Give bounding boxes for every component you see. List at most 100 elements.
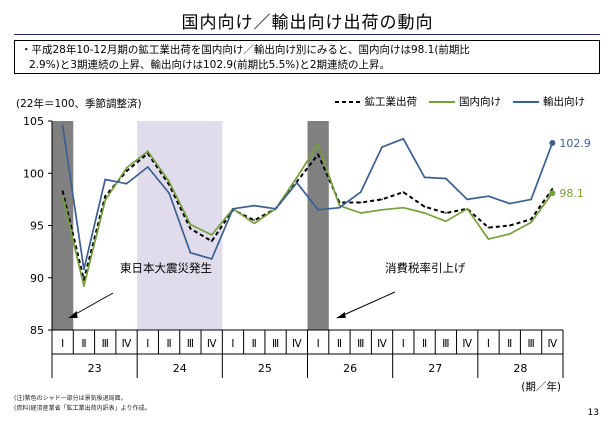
end-marker-0 <box>549 139 556 146</box>
series-1-point-17 <box>423 212 426 214</box>
y-tick-label-95: 95 <box>30 220 44 233</box>
quarter-label-19: Ⅳ <box>462 338 472 350</box>
footnote-source: (資料)経済産業省「鉱工業出荷内訳表」より作成。 <box>14 405 151 412</box>
y-tick-label-105: 105 <box>23 115 44 128</box>
end-label-1: 98.1 <box>559 187 584 200</box>
end-label-0: 102.9 <box>559 137 591 150</box>
quarter-label-13: Ⅱ <box>337 338 342 350</box>
quarter-label-11: Ⅳ <box>292 338 302 350</box>
series-2-point-6 <box>189 251 192 254</box>
chart-legend: 鉱工業出荷 国内向け 輸出向け <box>334 94 585 109</box>
title-underline <box>14 34 600 35</box>
series-2-point-5 <box>168 192 171 195</box>
quarter-label-20: Ⅰ <box>487 338 490 350</box>
series-0-point-20 <box>487 226 490 229</box>
quarter-label-6: Ⅲ <box>187 338 194 350</box>
y-tick-label-90: 90 <box>30 272 44 285</box>
series-2-point-19 <box>466 198 469 201</box>
y-tick-label-100: 100 <box>23 167 44 180</box>
year-label-24: 24 <box>173 362 187 375</box>
page-number: 13 <box>587 408 599 418</box>
series-0-point-18 <box>444 212 447 214</box>
series-0-point-22 <box>530 218 532 221</box>
series-1-point-15 <box>381 208 383 211</box>
quarter-label-7: Ⅳ <box>207 338 217 350</box>
year-label-27: 27 <box>428 362 442 375</box>
series-2-point-9 <box>253 204 256 207</box>
series-1-point-3 <box>125 167 128 169</box>
series-0-point-15 <box>381 198 383 201</box>
legend-item-export: 輸出向け <box>513 94 585 109</box>
y-tick-label-85: 85 <box>30 324 44 337</box>
series-2-point-8 <box>232 207 234 210</box>
series-2-point-14 <box>359 191 362 193</box>
quarter-label-23: Ⅳ <box>548 338 558 350</box>
series-line-1 <box>61 143 554 287</box>
series-1-point-5 <box>168 180 171 183</box>
series-2-point-16 <box>402 137 405 140</box>
series-2-point-4 <box>146 166 149 168</box>
series-1-point-21 <box>508 232 511 235</box>
legend-label-mining: 鉱工業出荷 <box>364 96 418 108</box>
series-2-point-17 <box>423 176 426 179</box>
series-1-point-18 <box>444 220 447 223</box>
series-2-point-3 <box>125 182 128 185</box>
series-1-point-7 <box>210 234 213 236</box>
year-label-25: 25 <box>258 362 272 375</box>
series-2-point-18 <box>444 177 447 180</box>
annotation-tax-arrow <box>336 291 396 319</box>
series-1-point-0 <box>61 195 64 198</box>
series-1-point-12 <box>317 143 320 145</box>
end-marker-1 <box>549 190 556 197</box>
series-0-point-21 <box>508 224 511 227</box>
series-1-point-16 <box>402 206 405 209</box>
quarter-label-4: Ⅰ <box>146 338 149 350</box>
year-label-26: 26 <box>343 362 357 375</box>
series-1-point-22 <box>530 221 532 224</box>
series-2-point-0 <box>61 124 64 127</box>
series-2-point-1 <box>83 268 85 271</box>
annotation-tax: 消費税率引上げ <box>385 261 466 275</box>
quarter-label-22: Ⅲ <box>527 338 534 350</box>
series-2-point-10 <box>274 207 277 210</box>
quarter-label-2: Ⅲ <box>102 338 109 350</box>
series-0-point-1 <box>83 278 85 281</box>
quarter-label-1: Ⅱ <box>81 338 86 350</box>
footnote-shadow: (注)紫色のシャドー部分は景気後退局面。 <box>14 395 127 402</box>
series-0-point-7 <box>210 240 213 243</box>
series-1-point-13 <box>338 204 341 207</box>
annotation-tax-arrowhead <box>336 312 346 318</box>
quarter-label-14: Ⅲ <box>357 338 364 350</box>
shaded-period-1 <box>137 121 223 330</box>
series-1-point-4 <box>146 150 149 153</box>
quarter-label-5: Ⅱ <box>167 338 172 350</box>
series-1-point-19 <box>466 207 469 210</box>
series-2-point-11 <box>295 181 298 184</box>
series-0-point-16 <box>402 191 405 193</box>
unit-note: (22年＝100、季節調整済) <box>16 98 142 110</box>
quarter-label-12: Ⅰ <box>317 338 320 350</box>
series-1-point-9 <box>253 222 256 225</box>
quarter-label-3: Ⅳ <box>122 338 132 350</box>
year-label-28: 28 <box>513 362 527 375</box>
series-0-point-3 <box>125 170 128 173</box>
series-0-point-9 <box>253 219 256 222</box>
summary-line-2: 2.9%)と3期連続の上昇、輸出向けは102.9(前期比5.5%)と2期連続の上… <box>29 59 391 71</box>
legend-item-mining: 鉱工業出荷 <box>334 94 418 109</box>
legend-swatch-export <box>513 100 539 103</box>
series-2-point-2 <box>104 178 107 181</box>
legend-swatch-mining <box>334 100 361 103</box>
summary-line-1: ・平成28年10-12月期の鉱工業出荷を国内向け／輸出向け別にみると、国内向けは… <box>21 44 470 56</box>
series-1-point-14 <box>359 212 362 214</box>
quarter-label-17: Ⅱ <box>422 338 427 350</box>
quarter-label-21: Ⅱ <box>507 338 512 350</box>
series-line-0 <box>61 152 554 281</box>
series-2-point-21 <box>508 202 511 205</box>
annotation-quake-arrowhead <box>68 311 78 318</box>
page-title: 国内向け／輸出向け出荷の動向 <box>181 13 434 33</box>
quarter-label-15: Ⅳ <box>377 338 387 350</box>
legend-label-domestic: 国内向け <box>459 96 501 108</box>
series-0-point-23 <box>551 188 554 190</box>
series-2-point-22 <box>530 198 532 201</box>
